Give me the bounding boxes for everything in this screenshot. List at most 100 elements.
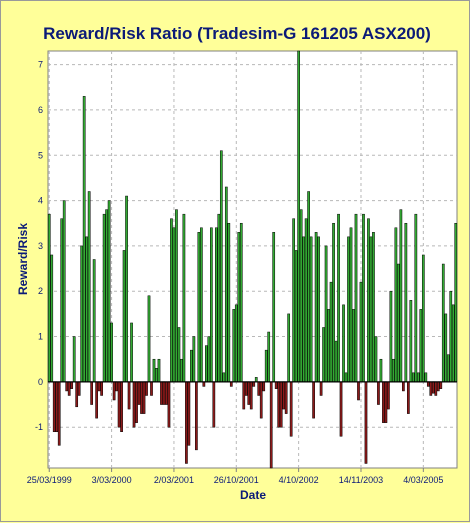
bar [207, 336, 211, 383]
bar [115, 381, 118, 392]
bar [267, 331, 271, 383]
bar [262, 381, 266, 392]
bar [429, 381, 433, 396]
x-tick-label: 2/03/2001 [154, 475, 194, 485]
bar [359, 281, 363, 383]
bar [130, 322, 133, 383]
x-tick-label: 3/03/2000 [92, 475, 132, 485]
x-axis-ticks: 25/03/1999 3/03/2000 2/03/2001 26/10/2001 4/… [27, 468, 443, 485]
bar [379, 358, 383, 383]
bar [142, 381, 146, 414]
y-tick-label: 6 [38, 105, 43, 115]
x-tick-label: 26/10/2001 [214, 475, 259, 485]
bar [147, 295, 151, 383]
y-tick-label: 1 [38, 332, 43, 342]
bar [205, 345, 208, 383]
bar [357, 381, 360, 401]
bar [152, 358, 156, 383]
bar [317, 236, 320, 383]
bar [302, 236, 305, 383]
bar [102, 213, 106, 383]
bar [327, 309, 330, 383]
bar [369, 236, 373, 383]
y-tick-label: 4 [38, 196, 43, 206]
bar [387, 381, 390, 410]
bar [382, 381, 385, 423]
bar [399, 209, 403, 383]
bar [282, 381, 286, 410]
bar [145, 381, 148, 396]
bar [55, 381, 59, 432]
bar [407, 381, 410, 414]
bar [229, 381, 233, 387]
bar [434, 381, 438, 396]
bar [297, 50, 300, 383]
bar [234, 304, 238, 383]
bar [342, 304, 345, 383]
y-axis-label: Reward/Risk [16, 223, 30, 295]
y-tick-label: 0 [38, 377, 43, 387]
bar [287, 313, 291, 383]
bar [252, 381, 256, 387]
bar [165, 381, 168, 405]
y-tick-label: 7 [38, 60, 43, 70]
bar [334, 340, 338, 383]
bar [439, 381, 443, 389]
bar [362, 213, 365, 383]
bar [244, 381, 248, 396]
y-tick-label: 3 [38, 241, 43, 251]
bar [175, 209, 178, 383]
bar [409, 300, 413, 383]
bar [210, 227, 213, 383]
bar [219, 150, 223, 383]
bar [402, 381, 405, 392]
bar [309, 236, 313, 383]
bar [384, 381, 388, 423]
bar [90, 381, 93, 405]
y-tick-label: 5 [38, 150, 43, 160]
bar [137, 381, 141, 405]
bar [202, 381, 206, 387]
bar [264, 349, 268, 383]
bar [279, 381, 283, 428]
bar [237, 232, 241, 383]
bar [217, 213, 221, 383]
bar [117, 381, 121, 428]
bar [347, 236, 350, 383]
bar [95, 381, 98, 419]
bar [222, 372, 226, 383]
bar [122, 250, 126, 383]
bar [97, 381, 101, 392]
bar [304, 218, 308, 383]
bar [431, 381, 435, 394]
bar [132, 381, 136, 428]
x-axis-label: Date [240, 488, 266, 502]
bar [190, 349, 193, 383]
bar [125, 195, 128, 383]
x-tick-label: 4/10/2002 [279, 475, 319, 485]
bar [120, 381, 123, 432]
bar [85, 236, 89, 383]
bar [72, 336, 76, 383]
bar [274, 381, 278, 389]
bar [416, 372, 420, 383]
bar [110, 322, 113, 383]
bar [344, 372, 348, 383]
bar [349, 227, 353, 383]
bar [272, 232, 276, 383]
bar [192, 336, 196, 383]
bar [319, 381, 323, 396]
y-tick-label: 2 [38, 286, 43, 296]
x-tick-label: 25/03/1999 [27, 475, 72, 485]
bar [292, 218, 295, 383]
x-tick-label: 4/03/2005 [403, 475, 443, 485]
bar [412, 372, 415, 383]
bar [247, 381, 251, 405]
bar [372, 232, 375, 383]
bar [127, 381, 131, 410]
bar [249, 381, 253, 410]
bar [444, 313, 448, 383]
bar [421, 254, 425, 383]
bar [239, 222, 243, 383]
bar [329, 281, 333, 383]
